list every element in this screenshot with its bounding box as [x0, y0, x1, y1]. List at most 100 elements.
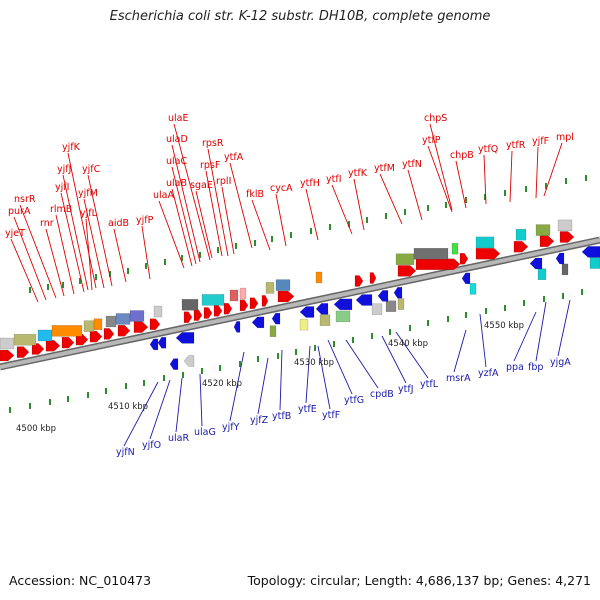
- forward-gene-1: [16, 346, 30, 358]
- forward-gene-22: [397, 265, 417, 277]
- forward-box-3: [51, 325, 83, 337]
- forward-box-19: [451, 242, 459, 255]
- forward-gene-8: [117, 325, 131, 337]
- forward-leader-13: [158, 200, 185, 269]
- forward-box-23: [557, 219, 573, 232]
- forward-leader-16: [171, 144, 201, 263]
- reverse-leader-4: [229, 351, 245, 422]
- reverse-leader-1: [149, 379, 171, 440]
- reverse-gene-label-5: yjfZ: [250, 415, 269, 426]
- scale-label-1: 4510 kbp: [108, 402, 148, 412]
- reverse-gene-label-14: yzfA: [478, 368, 499, 379]
- forward-box-4: [83, 320, 95, 332]
- reverse-box-6: [397, 298, 405, 310]
- forward-leader-22: [229, 162, 253, 249]
- forward-gene-25: [475, 247, 501, 260]
- forward-box-2: [37, 329, 53, 342]
- label-layer: 4500 kbp 4510 kbp 4520 kbp 4530 kbp 4540 kbp…: [5, 113, 574, 458]
- forward-leader-31: [429, 123, 453, 211]
- forward-leader-34: [509, 150, 513, 203]
- gene-layer: [0, 219, 600, 370]
- forward-leader-30: [427, 145, 453, 213]
- forward-gene-23: [415, 258, 461, 271]
- forward-box-21: [515, 228, 527, 241]
- reverse-leader-16: [535, 301, 547, 362]
- forward-gene-label-20: rpsR: [202, 138, 224, 149]
- forward-gene-20: [354, 275, 364, 287]
- reverse-box-10: [589, 257, 600, 269]
- forward-leader-0: [10, 238, 39, 303]
- reverse-leader-15: [513, 311, 537, 362]
- reverse-leader-2: [175, 377, 183, 433]
- scale-label-3: 4530 kbp: [294, 358, 334, 368]
- forward-gene-label-17: ulaE: [168, 113, 188, 124]
- reverse-gene-8: [333, 298, 353, 311]
- forward-gene-4: [61, 336, 75, 349]
- forward-gene-12: [193, 309, 203, 321]
- forward-leader-27: [353, 178, 365, 231]
- forward-box-9: [153, 305, 163, 318]
- forward-gene-label-6: yjfJ: [57, 164, 71, 175]
- reverse-leader-9: [327, 339, 353, 395]
- forward-box-12: [229, 289, 239, 302]
- reverse-gene-label-10: cpdB: [370, 389, 394, 400]
- forward-leader-24: [275, 193, 287, 247]
- label-line-layer: [10, 123, 571, 447]
- forward-gene-label-9: yjfM: [78, 188, 98, 199]
- forward-leader-7: [67, 152, 97, 289]
- forward-gene-label-13: ulaA: [153, 190, 174, 201]
- backbone: [0, 238, 600, 369]
- forward-gene-label-28: ytfM: [374, 163, 395, 174]
- reverse-gene-label-1: yjfO: [142, 440, 161, 451]
- forward-gene-label-3: rnr: [40, 218, 54, 229]
- forward-leader-28: [379, 173, 403, 225]
- forward-gene-label-5: yjfI: [55, 182, 69, 193]
- reverse-leader-5: [257, 357, 269, 415]
- reverse-leader-17: [557, 299, 571, 357]
- backbone-layer: [0, 236, 600, 371]
- reverse-leader-7: [305, 345, 311, 404]
- forward-leader-32: [455, 160, 467, 209]
- forward-leader-9: [83, 198, 105, 289]
- forward-gene-label-24: cycA: [270, 183, 293, 194]
- forward-box-16: [315, 271, 323, 284]
- reverse-box-5: [385, 300, 397, 312]
- scale-label-0: 4500 kbp: [16, 424, 56, 434]
- reverse-leader-13: [453, 329, 467, 373]
- forward-gene-13: [203, 307, 213, 319]
- forward-leader-6: [62, 174, 89, 291]
- forward-box-6: [105, 315, 117, 328]
- map-title: Escherichia coli str. K-12 substr. DH10B…: [109, 9, 491, 24]
- reverse-gene-2: [175, 332, 195, 344]
- forward-gene-18: [261, 295, 269, 307]
- reverse-box-4: [371, 303, 383, 315]
- forward-leader-26: [331, 184, 353, 235]
- reverse-leader-0: [123, 381, 159, 447]
- forward-leader-11: [113, 228, 127, 283]
- scale-label-2: 4520 kbp: [202, 379, 242, 389]
- reverse-gene-15: [581, 246, 600, 258]
- forward-gene-label-14: ulaB: [166, 178, 187, 189]
- reverse-gene-13: [529, 257, 543, 270]
- reverse-gene-label-15: ppa: [506, 362, 524, 373]
- reverse-outer-0: [169, 358, 179, 370]
- forward-gene-0: [0, 349, 15, 362]
- forward-gene-7: [103, 328, 115, 340]
- reverse-leader-3: [199, 373, 203, 427]
- reverse-leader-12: [395, 331, 429, 379]
- reverse-gene-label-2: ulaR: [168, 433, 189, 444]
- forward-box-5: [93, 318, 103, 331]
- reverse-leader-10: [345, 339, 379, 389]
- forward-gene-label-34: ytfR: [506, 140, 526, 151]
- reverse-gene-3: [233, 321, 241, 333]
- forward-box-15: [275, 279, 291, 291]
- forward-gene-label-16: ulaD: [166, 134, 188, 145]
- forward-leader-3: [45, 228, 65, 297]
- forward-box-7: [115, 313, 131, 325]
- forward-gene-label-26: ytfI: [326, 174, 342, 185]
- scale-label-5: 4550 kbp: [484, 321, 524, 331]
- forward-gene-label-11: aidB: [108, 218, 129, 229]
- reverse-gene-label-11: ytfJ: [398, 384, 414, 395]
- reverse-gene-label-4: yjfY: [222, 422, 240, 433]
